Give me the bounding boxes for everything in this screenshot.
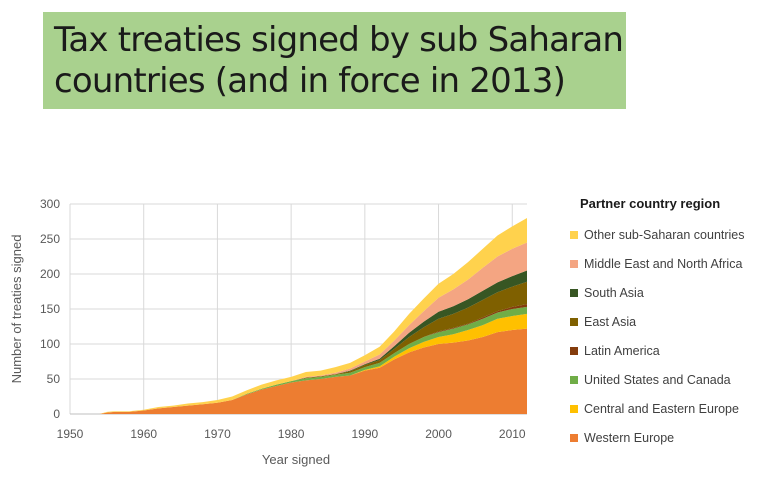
title-line-1: Tax treaties signed by sub Saharan [54, 20, 624, 60]
legend: Partner country region Other sub-Saharan… [570, 196, 760, 452]
y-tick-label: 250 [40, 232, 60, 246]
legend-label: United States and Canada [584, 372, 731, 387]
y-tick-label: 300 [40, 197, 60, 211]
y-tick-label: 0 [53, 407, 60, 421]
legend-label: Other sub-Saharan countries [584, 227, 745, 242]
legend-swatch [570, 375, 578, 384]
legend-item-western-europe: Western Europe [570, 423, 760, 452]
legend-item-middle-east-and-north-africa: Middle East and North Africa [570, 249, 760, 278]
x-tick-label: 1990 [351, 427, 378, 441]
legend-label: Central and Eastern Europe [584, 401, 739, 416]
area-other-sub-saharan-countries [70, 218, 527, 414]
x-tick-label: 1980 [278, 427, 305, 441]
legend-label: Latin America [584, 343, 660, 358]
area-western-europe [70, 328, 527, 414]
area-series [70, 218, 527, 414]
legend-label: Western Europe [584, 430, 675, 445]
legend-title: Partner country region [580, 196, 721, 211]
legend-items: Other sub-Saharan countries Middle East a… [570, 220, 760, 452]
x-axis-title: Year signed [262, 452, 330, 467]
title-line-2: countries (and in force in 2013) [54, 61, 566, 101]
x-tick-label: 2000 [425, 427, 452, 441]
legend-item-central-and-eastern-europe: Central and Eastern Europe [570, 394, 760, 423]
legend-item-south-asia: South Asia [570, 278, 760, 307]
legend-swatch [570, 230, 578, 239]
legend-swatch [570, 433, 578, 442]
y-tick-label: 200 [40, 267, 60, 281]
axis-ticks: 0 50 100 150 200 250 300 1950 1960 1970 1980 1990 20… [40, 197, 526, 441]
legend-swatch [570, 346, 578, 355]
legend-swatch [570, 288, 578, 297]
y-tick-label: 150 [40, 302, 60, 316]
legend-swatch [570, 317, 578, 326]
title-banner: Tax treaties signed by sub Saharan count… [43, 12, 626, 109]
y-axis-title: Number of treaties signed [9, 235, 24, 384]
legend-item-latin-america: Latin America [570, 336, 760, 365]
x-tick-label: 1950 [57, 427, 84, 441]
y-tick-label: 100 [40, 337, 60, 351]
legend-swatch [570, 259, 578, 268]
legend-item-other-sub-saharan-countries: Other sub-Saharan countries [570, 220, 760, 249]
x-tick-label: 1960 [130, 427, 157, 441]
y-tick-label: 50 [47, 372, 61, 386]
legend-swatch [570, 404, 578, 413]
legend-label: Middle East and North Africa [584, 256, 743, 271]
x-tick-label: 2010 [499, 427, 526, 441]
x-tick-label: 1970 [204, 427, 231, 441]
legend-label: South Asia [584, 285, 644, 300]
legend-item-east-asia: East Asia [570, 307, 760, 336]
legend-item-united-states-and-canada: United States and Canada [570, 365, 760, 394]
legend-label: East Asia [584, 314, 637, 329]
